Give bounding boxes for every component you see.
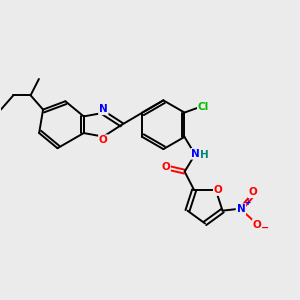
Text: H: H [200, 150, 208, 160]
Text: +: + [244, 198, 250, 207]
Text: N: N [99, 104, 108, 114]
Text: O: O [253, 220, 262, 230]
Text: O: O [99, 135, 108, 145]
Text: O: O [248, 187, 257, 197]
Text: Cl: Cl [198, 102, 209, 112]
Text: O: O [214, 185, 223, 195]
Text: −: − [261, 223, 269, 233]
Text: N: N [237, 204, 245, 214]
Text: O: O [161, 162, 170, 172]
Text: N: N [191, 149, 200, 159]
